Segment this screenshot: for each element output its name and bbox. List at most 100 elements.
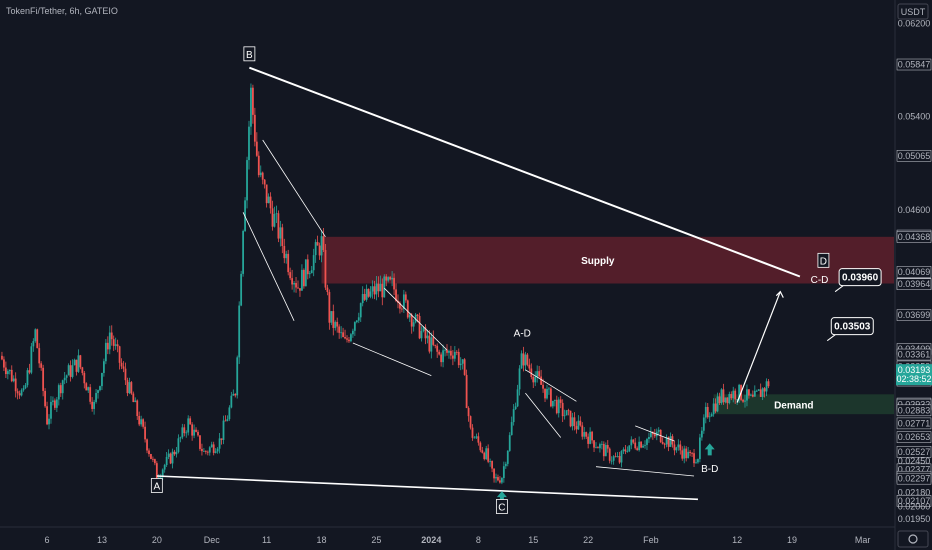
candle-body xyxy=(434,344,437,346)
wave-label: B-D xyxy=(701,464,718,475)
price-level-box xyxy=(896,278,932,290)
candle-body xyxy=(542,384,544,389)
price-level-box xyxy=(896,58,932,71)
price-tick: 0.02450 xyxy=(898,456,931,466)
candle-body xyxy=(657,429,660,432)
candle-body xyxy=(624,449,627,452)
candle-body xyxy=(69,365,72,377)
candle-body xyxy=(408,314,411,318)
currency-box[interactable] xyxy=(897,3,929,20)
price-tick: 0.02297 xyxy=(898,474,931,484)
settings-box[interactable] xyxy=(897,530,929,548)
wave-label: C xyxy=(498,503,505,514)
candle-body xyxy=(18,393,21,396)
candle-body xyxy=(38,348,41,364)
candle-body xyxy=(473,437,476,439)
wave-label-box xyxy=(150,478,163,493)
candle-body xyxy=(763,388,766,392)
candle-body xyxy=(632,439,635,443)
candle-body xyxy=(528,364,531,369)
candle-body xyxy=(728,394,731,404)
candle-body xyxy=(428,335,431,352)
candle-body xyxy=(48,418,50,425)
candle-body xyxy=(16,391,19,394)
candle-body xyxy=(130,382,133,394)
candle-body xyxy=(138,416,141,425)
candle-body xyxy=(365,288,368,300)
countdown-text: 02:38:52 xyxy=(896,374,931,384)
candle-body xyxy=(91,401,94,409)
candle-body xyxy=(495,477,497,479)
candle-body xyxy=(644,444,646,446)
candle-body xyxy=(89,387,92,402)
candle-body xyxy=(340,332,343,334)
candle-body xyxy=(281,227,284,246)
candle-body xyxy=(328,292,331,323)
candle-body xyxy=(99,386,101,391)
candle-body xyxy=(738,384,741,400)
candle-body xyxy=(165,456,168,466)
price-level-box xyxy=(896,495,932,507)
candle-body xyxy=(81,367,84,373)
candle-body xyxy=(642,445,644,448)
candle-body xyxy=(506,450,509,464)
candle-body xyxy=(361,294,364,304)
candle-body xyxy=(628,445,631,452)
time-tick: 25 xyxy=(371,535,381,545)
projection-arrow-head xyxy=(775,290,784,298)
candle-body xyxy=(393,277,395,290)
candle-body xyxy=(734,390,737,400)
price-tick: 0.05400 xyxy=(898,112,931,122)
up-arrow-icon xyxy=(496,491,507,504)
candle-body xyxy=(30,346,33,373)
candle-body xyxy=(602,443,605,457)
candle-body xyxy=(418,315,421,339)
candle-body xyxy=(53,400,56,408)
candle-body xyxy=(593,440,595,448)
candle-body xyxy=(401,308,403,310)
trend-line xyxy=(525,392,562,438)
candle-body xyxy=(289,272,292,279)
candle-body xyxy=(216,448,219,452)
candle-body xyxy=(177,438,180,452)
candle-body xyxy=(338,326,341,333)
candle-body xyxy=(269,196,272,209)
candle-body xyxy=(749,394,752,396)
candle-body xyxy=(716,396,719,412)
price-level-box xyxy=(896,431,932,443)
candle-body xyxy=(36,329,39,349)
price-tick: 0.04368 xyxy=(898,232,931,242)
candle-body xyxy=(563,415,566,417)
gear-icon[interactable] xyxy=(908,534,918,544)
candle-body xyxy=(699,437,701,460)
candle-body xyxy=(218,438,221,449)
candle-body xyxy=(691,452,693,454)
price-callout-pointer xyxy=(834,285,844,293)
candle-body xyxy=(673,444,676,451)
candle-body xyxy=(438,351,441,355)
candle-body xyxy=(426,335,429,339)
candle-body xyxy=(128,382,131,394)
candle-body xyxy=(595,447,597,449)
candle-body xyxy=(491,461,493,469)
candle-body xyxy=(248,126,250,161)
candle-body xyxy=(246,160,248,201)
candle-body xyxy=(455,351,458,353)
candle-body xyxy=(79,355,82,368)
candle-body xyxy=(516,389,519,407)
time-axis: 6 13 20 Dec 11 18 25 2024 8 15 22 Feb 12 19 Mar xyxy=(0,526,929,548)
candle-body xyxy=(220,438,223,440)
candle-body xyxy=(4,367,7,375)
candle-body xyxy=(363,294,366,300)
candle-body xyxy=(726,397,729,404)
candle-body xyxy=(414,314,417,323)
candle-body xyxy=(661,442,664,444)
candle-body xyxy=(173,451,176,455)
candle-body xyxy=(222,420,225,440)
time-tick: 8 xyxy=(476,535,481,545)
candle-body xyxy=(453,351,456,359)
price-tick: 0.02771 xyxy=(898,418,931,428)
candle-body xyxy=(208,447,211,453)
candle-body xyxy=(189,418,192,425)
